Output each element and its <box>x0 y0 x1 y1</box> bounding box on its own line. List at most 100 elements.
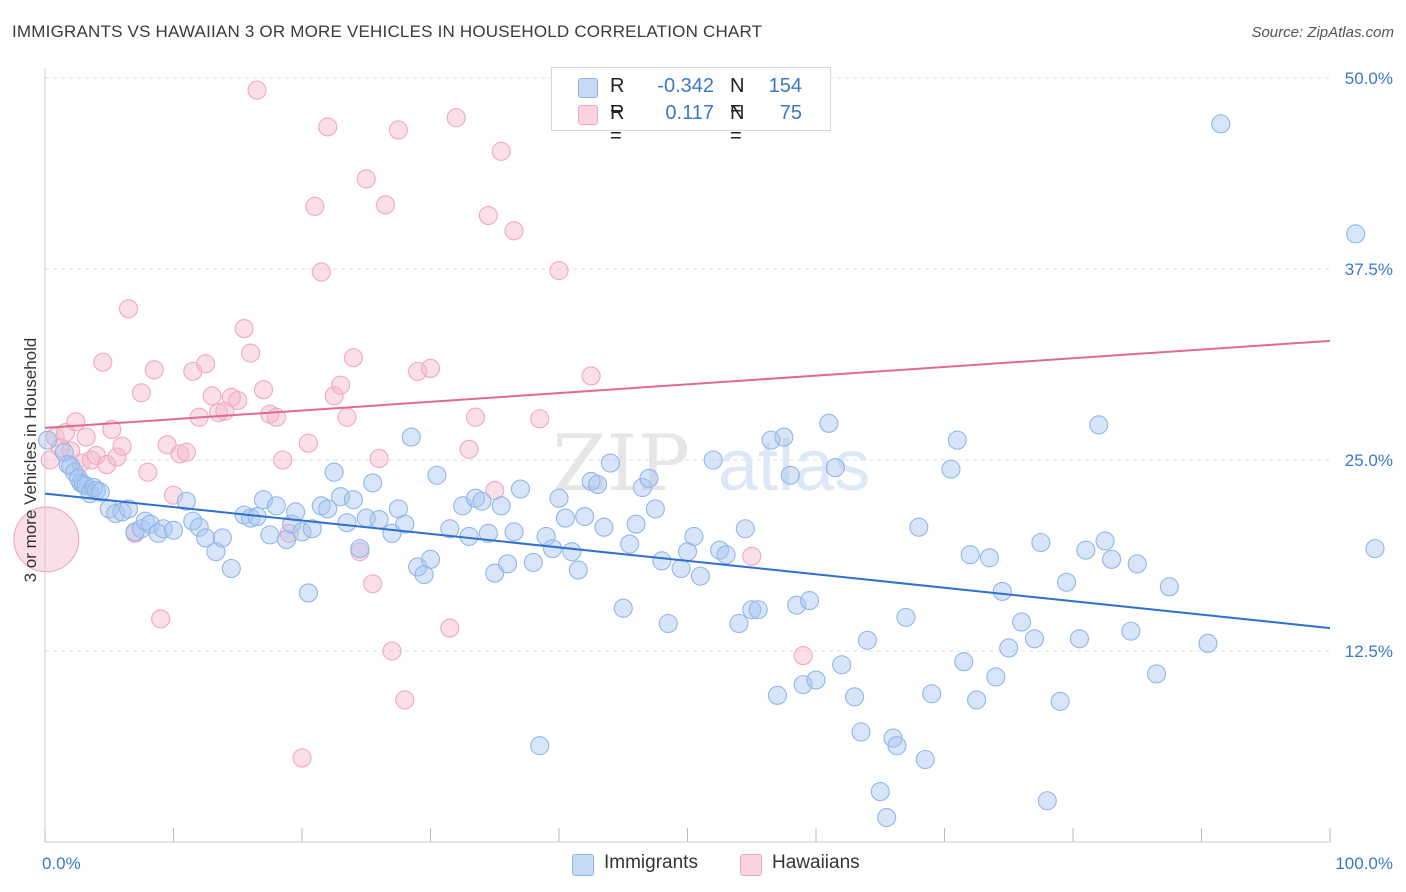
immigrants-point <box>806 670 826 690</box>
immigrants-point <box>395 514 415 534</box>
hawaiians-point <box>138 462 158 482</box>
hawaiians-point <box>530 409 550 429</box>
immigrants-swatch <box>572 854 594 876</box>
hawaiians-point <box>241 343 261 363</box>
immigrants-point <box>716 545 736 565</box>
r-label: R = <box>610 75 625 120</box>
immigrants-point <box>1037 791 1057 811</box>
watermark: ZIP atlas <box>553 419 871 509</box>
immigrants-point <box>844 687 865 707</box>
immigrants-point <box>652 551 672 571</box>
axes <box>44 68 1331 843</box>
immigrants-point <box>562 542 582 562</box>
hawaiians-point <box>157 435 177 455</box>
immigrants-point <box>401 427 421 447</box>
immigrants-swatch <box>578 78 598 98</box>
immigrants-point <box>742 600 762 620</box>
hawaiians-point <box>363 574 383 594</box>
hawaiians-point <box>395 690 415 710</box>
immigrants-point <box>568 560 588 580</box>
hawaiians-point <box>324 386 344 406</box>
immigrants-point <box>1024 629 1044 649</box>
hawaiians-point <box>478 205 498 226</box>
immigrants-point <box>999 638 1019 658</box>
immigrants-point <box>485 563 505 583</box>
hawaiians-point <box>66 412 86 432</box>
immigrants-points <box>38 114 1385 828</box>
immigrants-point <box>478 523 498 543</box>
hawaiians-point <box>491 141 511 161</box>
immigrants-point <box>1095 531 1115 551</box>
immigrants-point <box>90 482 110 502</box>
immigrants-point <box>992 581 1012 601</box>
immigrants-trend-line <box>44 492 1331 630</box>
hawaiians-point <box>375 195 396 215</box>
hawaiians-point <box>76 427 96 447</box>
immigrants-point <box>427 465 447 485</box>
hawaiians-point <box>369 448 389 469</box>
tick-labels: 12.5% 25.0% 37.5% 50.0% 0.0% 100.0% <box>42 69 1393 873</box>
immigrants-point <box>793 675 813 695</box>
watermark-atlas: atlas <box>718 426 870 506</box>
immigrants-point <box>221 558 241 579</box>
hawaiians-point <box>465 407 486 427</box>
watermark-zip: ZIP <box>553 419 691 509</box>
immigrants-point <box>1346 224 1366 244</box>
immigrants-point <box>523 552 543 572</box>
y-tick-label: 12.5% <box>1345 642 1393 661</box>
r-value: 0.117 <box>665 102 714 124</box>
hawaiians-point <box>234 319 254 339</box>
hawaiians-point <box>337 407 357 427</box>
immigrants-point <box>857 630 877 650</box>
immigrants-point <box>960 545 980 565</box>
immigrants-point <box>800 591 820 611</box>
immigrants-point <box>343 490 363 510</box>
chart-title: IMMIGRANTS VS HAWAIIAN 3 OR MORE VEHICLE… <box>12 22 763 41</box>
immigrants-point <box>587 474 608 494</box>
hawaiians-point <box>305 196 325 216</box>
immigrants-point <box>690 566 710 586</box>
immigrants-point <box>947 430 967 450</box>
immigrants-point <box>825 458 845 478</box>
immigrants-point <box>118 499 139 519</box>
immigrants-point <box>153 519 173 539</box>
immigrants-point <box>780 465 800 485</box>
legend-label: Hawaiians <box>772 852 860 873</box>
hawaiians-point <box>273 450 293 470</box>
hawaiians-point <box>793 646 813 666</box>
hawaiians-point <box>343 348 363 368</box>
hawaiians-point <box>318 117 338 137</box>
immigrants-point <box>967 690 987 710</box>
immigrants-point <box>626 514 646 534</box>
hawaiians-point <box>247 80 267 100</box>
immigrants-point <box>1069 629 1089 649</box>
immigrants-point <box>1031 532 1051 553</box>
immigrants-point <box>1127 554 1147 574</box>
immigrants-point <box>504 522 524 542</box>
immigrants-point <box>286 502 306 522</box>
n-value: 75 <box>779 102 802 124</box>
immigrants-point <box>887 736 907 756</box>
immigrants-point <box>703 450 723 470</box>
hawaiians-point <box>459 439 479 459</box>
immigrants-point <box>767 685 788 705</box>
hawaiians-point <box>330 375 351 395</box>
immigrants-point <box>986 667 1006 687</box>
y-tick-label: 50.0% <box>1345 69 1393 88</box>
immigrants-point <box>941 459 961 479</box>
hawaiians-point <box>446 108 466 128</box>
immigrants-point <box>684 526 704 546</box>
immigrants-point <box>163 520 184 540</box>
immigrants-point <box>260 525 280 545</box>
immigrants-point <box>909 517 929 537</box>
immigrants-point <box>575 506 595 527</box>
immigrants-point <box>671 558 691 579</box>
immigrants-point <box>620 534 640 554</box>
hawaiians-point <box>311 262 331 282</box>
immigrants-point <box>1146 664 1167 684</box>
immigrants-point <box>954 652 974 672</box>
immigrants-point <box>135 511 155 531</box>
r-value: -0.342 <box>657 75 714 97</box>
legend-label: Immigrants <box>604 852 698 873</box>
